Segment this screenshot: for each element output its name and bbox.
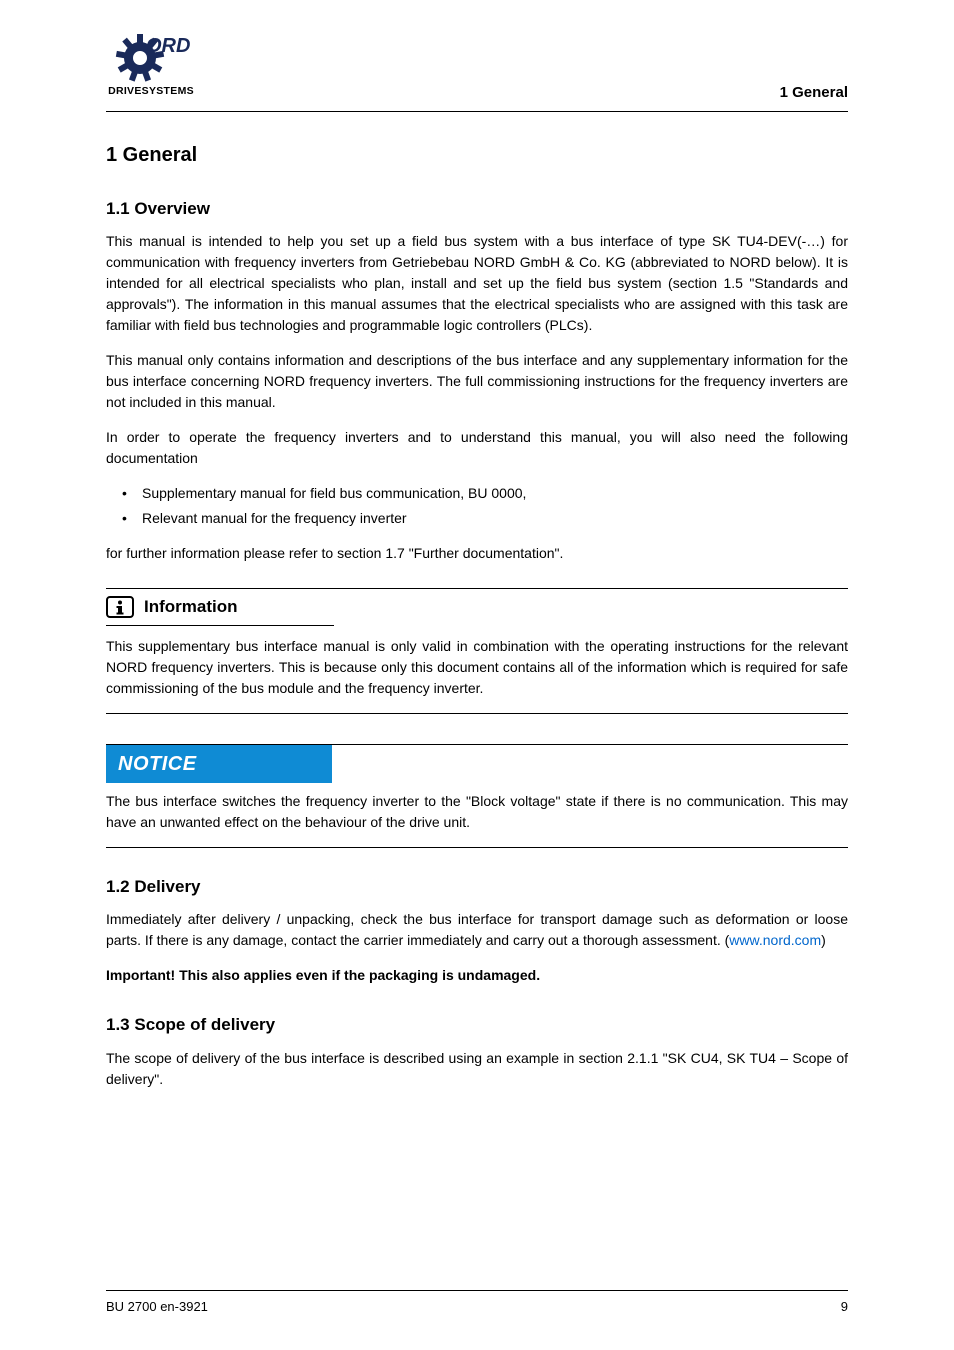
heading-1-3-scope: 1.3 Scope of delivery: [106, 1012, 848, 1038]
nord-website-link[interactable]: www.nord.com: [729, 932, 821, 948]
notice-rule-bottom: [106, 847, 848, 848]
delivery-important-text: Important! This also applies even if the…: [106, 967, 540, 983]
heading-1-general: 1 General: [106, 140, 848, 170]
information-note-header: Information: [106, 589, 334, 626]
delivery-paragraph: Immediately after delivery / unpacking, …: [106, 909, 848, 951]
heading-1-1-overview: 1.1 Overview: [106, 196, 848, 222]
logo-text: ORD: [146, 35, 190, 57]
overview-paragraph-2: This manual only contains information an…: [106, 350, 848, 413]
list-item: Relevant manual for the frequency invert…: [122, 508, 848, 529]
heading-1-2-delivery: 1.2 Delivery: [106, 874, 848, 900]
notice-body: The bus interface switches the frequency…: [106, 783, 848, 847]
overview-paragraph-1: This manual is intended to help you set …: [106, 231, 848, 336]
brand-logo: ORD DRIVESYSTEMS: [106, 30, 196, 100]
notice-badge: NOTICE: [106, 745, 332, 783]
notice-header: NOTICE: [106, 745, 848, 783]
required-docs-list: Supplementary manual for field bus commu…: [106, 483, 848, 529]
delivery-important: Important! This also applies even if the…: [106, 965, 848, 986]
page-header: ORD DRIVESYSTEMS 1 General: [106, 30, 848, 112]
list-item: Supplementary manual for field bus commu…: [122, 483, 848, 504]
page-footer: BU 2700 en-3921 9: [106, 1290, 848, 1317]
note-rule-bottom: [106, 713, 848, 714]
footer-doc-number: BU 2700 en-3921: [106, 1297, 208, 1317]
gear-logo-icon: ORD: [112, 30, 190, 86]
header-section-label: 1 General: [780, 30, 848, 105]
information-label: Information: [144, 594, 238, 620]
footer-page-number: 9: [841, 1297, 848, 1317]
overview-paragraph-3: In order to operate the frequency invert…: [106, 427, 848, 469]
logo-subtext: DRIVESYSTEMS: [108, 84, 194, 100]
information-note-body: This supplementary bus interface manual …: [106, 626, 848, 713]
overview-paragraph-4: for further information please refer to …: [106, 543, 848, 564]
info-icon: [106, 596, 134, 618]
scope-paragraph: The scope of delivery of the bus interfa…: [106, 1048, 848, 1090]
